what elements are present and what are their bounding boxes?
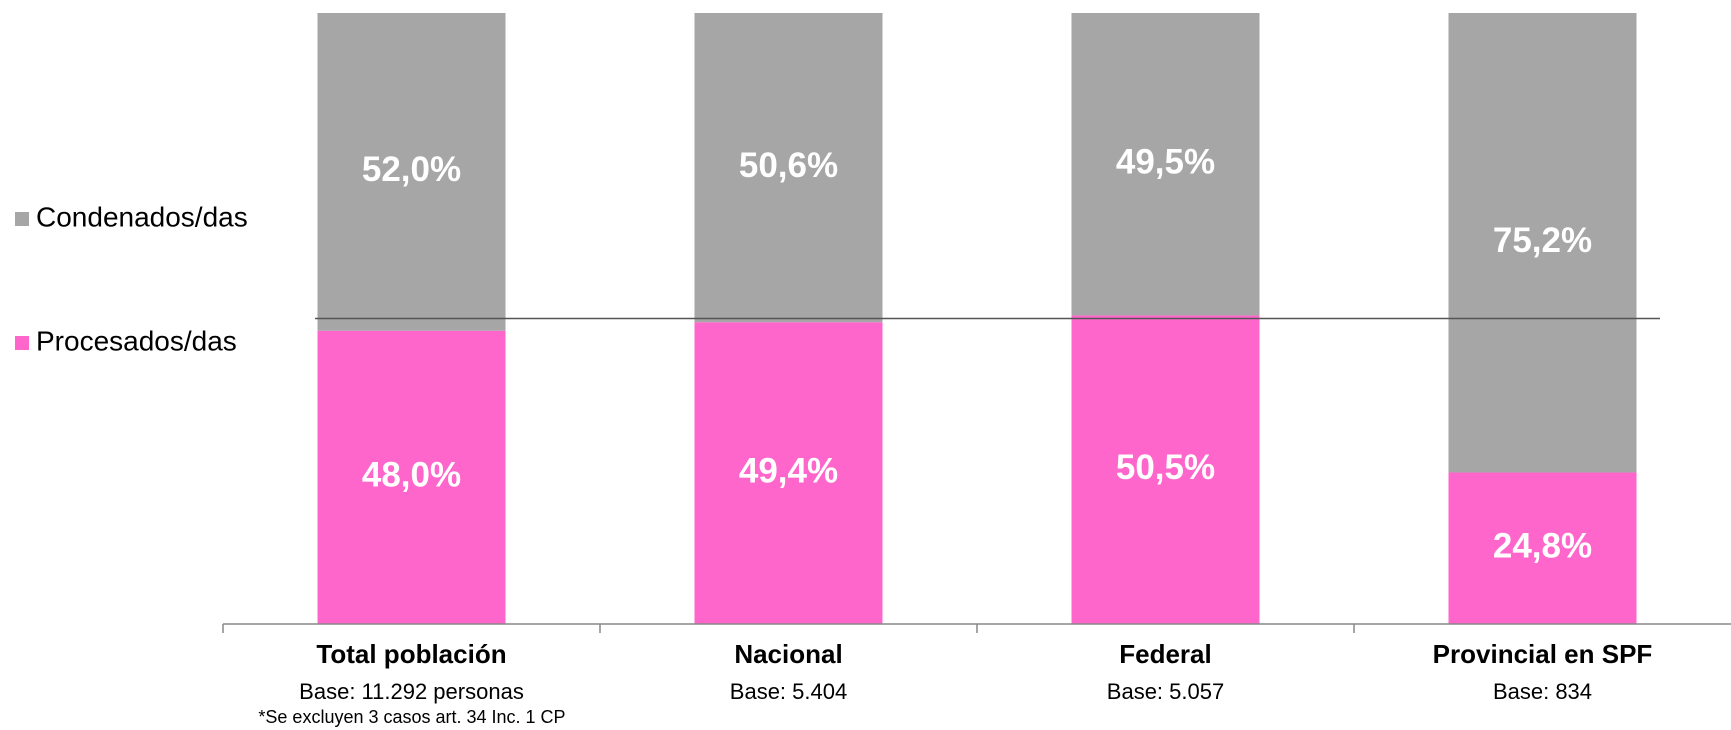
- base-label: Base: 11.292 personas: [299, 679, 524, 704]
- value-label: 75,2%: [1493, 221, 1592, 260]
- category-label: Nacional: [734, 639, 842, 669]
- bar-segment: [317, 330, 506, 624]
- legend-swatch: [15, 336, 29, 350]
- legend-swatch: [15, 212, 29, 226]
- bar-segment: [1448, 472, 1637, 624]
- bar-segment: [317, 13, 506, 331]
- category-label: Federal: [1119, 639, 1212, 669]
- bar-segment: [1071, 13, 1260, 316]
- legend-label: Procesados/das: [36, 325, 237, 356]
- category-label: Provincial en SPF: [1433, 639, 1653, 669]
- value-label: 50,5%: [1116, 448, 1215, 487]
- bar-segment: [694, 13, 883, 323]
- legend-label: Condenados/das: [36, 201, 248, 232]
- bar-segment: [694, 322, 883, 624]
- footnote: *Se excluyen 3 casos art. 34 Inc. 1 CP: [258, 707, 565, 727]
- value-label: 49,5%: [1116, 142, 1215, 181]
- base-label: Base: 834: [1493, 679, 1592, 704]
- bar-segment: [1448, 13, 1637, 473]
- value-label: 49,4%: [739, 451, 838, 490]
- value-label: 48,0%: [362, 456, 461, 495]
- value-label: 24,8%: [1493, 526, 1592, 565]
- base-label: Base: 5.404: [730, 679, 847, 704]
- value-label: 52,0%: [362, 150, 461, 189]
- base-label: Base: 5.057: [1107, 679, 1224, 704]
- bar-segment: [1071, 315, 1260, 624]
- value-label: 50,6%: [739, 146, 838, 185]
- category-label: Total población: [316, 639, 506, 669]
